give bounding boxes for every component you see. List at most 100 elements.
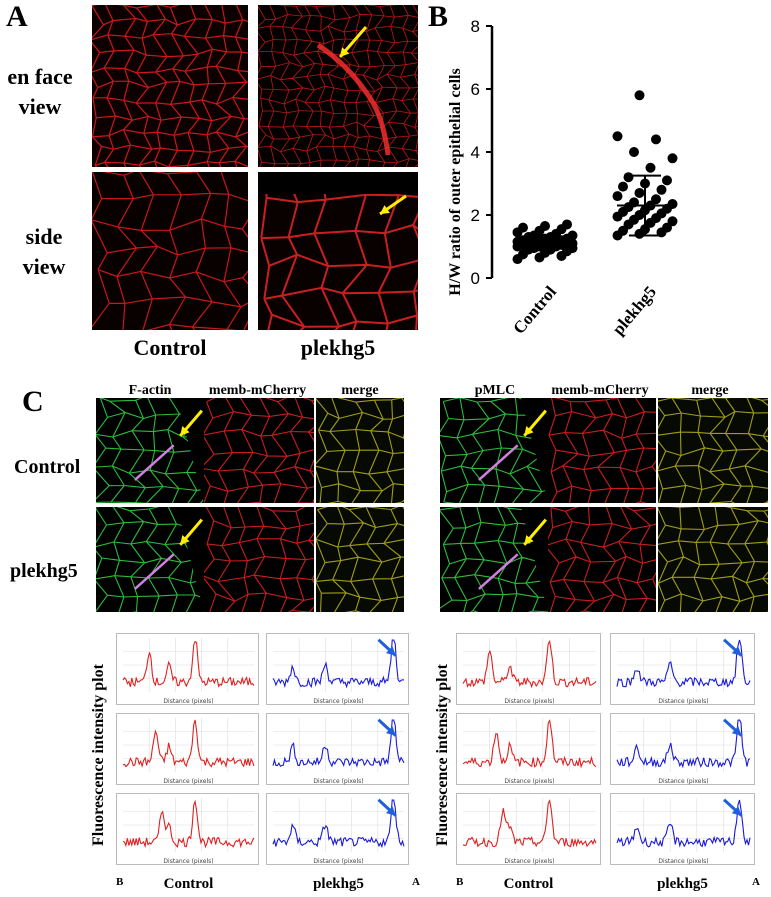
- yellow-arrow-icon: [338, 26, 368, 58]
- plot-xlabel: Distance (pixels): [658, 858, 708, 865]
- blue-arrow-icon: [723, 798, 743, 817]
- micrograph-left-plekhg5-green: [96, 507, 204, 612]
- data-point: [667, 153, 678, 164]
- axis-start-marker: B: [456, 876, 464, 888]
- intensity-trace: [462, 799, 597, 848]
- data-point: [651, 194, 661, 205]
- plot-xlabel: Distance (pixels): [163, 698, 213, 705]
- intensity-plot-plekhg5: Distance (pixels): [610, 633, 755, 705]
- micrograph-right-control-merge: [658, 398, 768, 503]
- panel-a-letter: A: [6, 0, 28, 33]
- col-label-plekhg5: plekhg5: [300, 335, 376, 360]
- y-tick-label: 4: [471, 143, 480, 162]
- plot-xlabel: Distance (pixels): [658, 698, 708, 705]
- measurement-line: [134, 553, 175, 590]
- blue-arrow-icon: [377, 718, 397, 737]
- header-f-actin: F-actin: [128, 383, 172, 398]
- plot-xlabel: Distance (pixels): [313, 698, 363, 705]
- intensity-trace: [616, 639, 751, 688]
- micrograph-right-plekhg5-green: [440, 507, 548, 612]
- intensity-plot-plekhg5: Distance (pixels): [266, 633, 409, 705]
- header-memb-mcherry-left: memb-mCherry: [208, 383, 307, 398]
- plot-xlabel: Distance (pixels): [658, 778, 708, 785]
- intensity-trace: [462, 639, 597, 689]
- measurement-line: [478, 444, 519, 481]
- intensity-trace: [272, 799, 405, 849]
- en-face-plekhg5-image: [258, 5, 418, 167]
- blue-arrow-icon: [377, 638, 397, 657]
- data-point: [651, 134, 661, 145]
- intensity-trace: [122, 640, 255, 688]
- col-label-control: Control: [133, 335, 207, 360]
- scatter-chart: 0 2 4 6 8 H/W ratio of outer epithelial cells…: [440, 8, 760, 373]
- data-point: [618, 181, 628, 192]
- data-point: [629, 147, 639, 157]
- axis-start-marker: B: [116, 876, 124, 888]
- plot-xlabel: Distance (pixels): [313, 858, 363, 865]
- plot-xlabel: Distance (pixels): [504, 698, 554, 705]
- blue-arrow-icon: [723, 718, 743, 737]
- intensity-plot-plekhg5: Distance (pixels): [266, 713, 409, 785]
- micrograph-left-control-red: [204, 398, 314, 503]
- plot-ylabel-right: Fluorescence intensity plot: [434, 664, 451, 846]
- bottom-label-plekhg5-left: plekhg5: [313, 876, 364, 892]
- plot-ylabel-left: Fluorescence intensity plot: [90, 664, 107, 846]
- plot-xlabel: Distance (pixels): [163, 858, 213, 865]
- en-face-control-image: [92, 5, 248, 167]
- micrograph-left-control-green: [96, 398, 204, 503]
- yellow-arrow-icon: [523, 518, 547, 546]
- data-point: [562, 219, 572, 230]
- micrograph-left-control-merge: [316, 398, 404, 503]
- yellow-arrow-icon: [379, 194, 407, 216]
- blue-arrow-icon: [377, 798, 397, 817]
- y-tick-label: 0: [471, 269, 480, 288]
- micrograph-right-control-green: [440, 398, 548, 503]
- data-point: [662, 175, 672, 186]
- data-point: [567, 230, 578, 241]
- bottom-label-plekhg5-right: plekhg5: [657, 876, 708, 892]
- header-memb-mcherry-right: memb-mCherry: [551, 383, 649, 398]
- blue-arrow-icon: [723, 638, 743, 657]
- measurement-line: [134, 444, 175, 481]
- intensity-plot-control: Distance (pixels): [116, 793, 259, 865]
- intensity-plot-plekhg5: Distance (pixels): [266, 793, 409, 865]
- intensity-trace: [122, 799, 255, 849]
- data-point: [623, 172, 634, 183]
- header-pmlc: pMLC: [474, 383, 516, 398]
- intensity-plot-plekhg5: Distance (pixels): [610, 793, 755, 865]
- data-point: [667, 216, 678, 227]
- panel-b-letter: B: [428, 0, 449, 33]
- data-point: [667, 198, 678, 209]
- data-point: [634, 90, 645, 101]
- data-point: [540, 221, 550, 232]
- bottom-label-control-right: Control: [503, 876, 554, 892]
- intensity-trace: [272, 639, 405, 689]
- intensity-trace: [462, 719, 597, 769]
- plot-xlabel: Distance (pixels): [313, 778, 363, 785]
- row-label-side: side view: [22, 224, 66, 279]
- axis-end-marker: A: [752, 876, 760, 888]
- intensity-plot-control: Distance (pixels): [116, 633, 259, 705]
- plot-xlabel: Distance (pixels): [504, 778, 554, 785]
- side-plekhg5-image: [258, 172, 418, 330]
- data-point: [634, 187, 645, 198]
- row-label-c-control: Control: [14, 456, 81, 478]
- plot-xlabel: Distance (pixels): [163, 778, 213, 785]
- intensity-plot-control: Distance (pixels): [456, 793, 601, 865]
- data-point: [518, 222, 528, 233]
- micrograph-right-plekhg5-red: [548, 507, 656, 612]
- intensity-trace: [272, 719, 405, 768]
- micrograph-left-plekhg5-red: [204, 507, 314, 612]
- yellow-arrow-icon: [523, 409, 547, 437]
- intensity-trace: [122, 719, 255, 769]
- intensity-trace: [616, 799, 751, 848]
- y-tick-label: 2: [471, 206, 480, 225]
- micrograph-left-plekhg5-merge: [316, 507, 404, 612]
- y-axis-label: H/W ratio of outer epithelial cells: [447, 68, 464, 295]
- panel-c-letter: C: [22, 385, 44, 418]
- intensity-plot-plekhg5: Distance (pixels): [610, 713, 755, 785]
- intensity-trace: [616, 719, 751, 769]
- intensity-plot-control: Distance (pixels): [116, 713, 259, 785]
- intensity-plot-control: Distance (pixels): [456, 633, 601, 705]
- axis-end-marker: A: [412, 876, 420, 888]
